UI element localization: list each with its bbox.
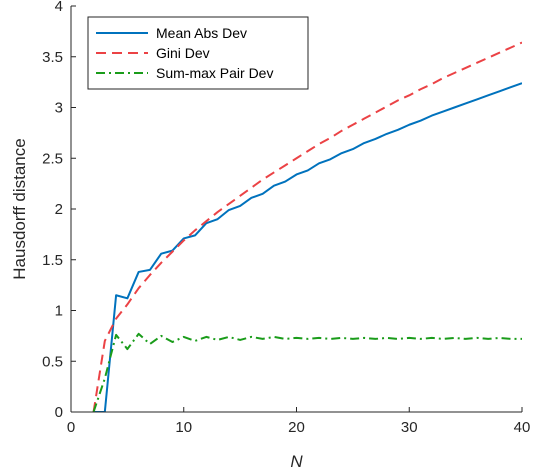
series-layer <box>92 41 522 412</box>
y-tick-label: 4 <box>55 0 63 15</box>
legend-label-3: Sum-max Pair Dev <box>156 65 273 81</box>
legend: Mean Abs Dev Gini Dev Sum-max Pair Dev <box>87 16 309 90</box>
legend-label-2: Gini Dev <box>156 45 210 61</box>
y-tick-label: 2 <box>55 201 63 218</box>
axes-layer: 0 10 20 30 40 0 0.5 1 1.5 2 2.5 3 3.5 4 <box>42 0 530 436</box>
y-tick-label: 2.5 <box>42 150 63 167</box>
x-tick-label: 10 <box>175 419 192 436</box>
y-tick-label: 1 <box>55 303 63 320</box>
x-tick-label: 40 <box>514 419 531 436</box>
series-line-1 <box>93 82 522 412</box>
x-axis-title: N <box>290 452 303 471</box>
legend-label-1: Mean Abs Dev <box>156 25 247 41</box>
legend-box <box>87 16 309 90</box>
y-axis-title: Hausdorff distance <box>10 138 29 279</box>
y-tick-label: 0 <box>55 404 63 421</box>
x-tick-label: 30 <box>401 419 418 436</box>
y-tick-label: 3 <box>55 100 63 117</box>
y-tick-label: 3.5 <box>42 49 63 66</box>
y-tick-label: 0.5 <box>42 353 63 370</box>
series-line-3 <box>92 332 522 412</box>
x-tick-label: 20 <box>288 419 305 436</box>
series-line-2 <box>92 41 522 412</box>
x-tick-label: 0 <box>67 419 75 436</box>
y-tick-label: 1.5 <box>42 252 63 269</box>
